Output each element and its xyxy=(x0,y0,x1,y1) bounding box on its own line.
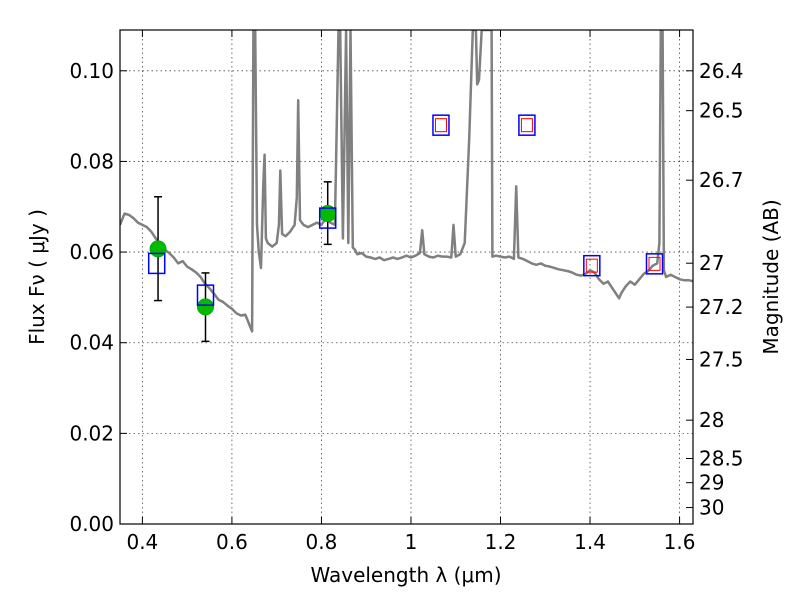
y2-tick-label: 26.7 xyxy=(699,168,744,192)
y-tick-label: 0.06 xyxy=(69,240,114,264)
y2-tick-label: 27.5 xyxy=(699,347,744,371)
spectrum-line xyxy=(120,30,693,333)
y-tick-label: 0.00 xyxy=(69,512,114,536)
predicted-square-marker xyxy=(520,118,533,133)
model-square-marker xyxy=(147,252,166,275)
x-tick-label: 1 xyxy=(405,530,418,554)
y2-tick-label: 27 xyxy=(699,251,724,275)
observed-point xyxy=(197,298,215,316)
plot-frame xyxy=(119,29,694,525)
x-tick-label: 1.6 xyxy=(664,530,696,554)
data-points xyxy=(147,114,664,343)
model-square-marker xyxy=(645,253,664,275)
y2-tick-label: 30 xyxy=(699,496,724,520)
y2-tick-label: 28 xyxy=(699,408,724,432)
predicted-square-marker xyxy=(585,258,598,273)
model-square-marker xyxy=(583,254,601,277)
y-tick-label: 0.08 xyxy=(69,149,114,173)
x-tick-label: 0.4 xyxy=(126,530,158,554)
x-tick-label: 1.4 xyxy=(574,530,606,554)
y2-tick-label: 26.4 xyxy=(699,59,744,83)
x-tick-label: 0.8 xyxy=(306,530,338,554)
model-square-marker xyxy=(196,284,215,306)
y-tick-label: 0.04 xyxy=(69,331,114,355)
y2-tick-label: 26.5 xyxy=(699,99,744,123)
y2-tick-label: 27.2 xyxy=(699,295,744,319)
y-tick-label: 0.02 xyxy=(69,421,114,445)
y2-tick-label: 28.5 xyxy=(699,446,744,470)
model-square-marker xyxy=(318,207,337,229)
predicted-square-marker xyxy=(648,256,661,271)
x-tick-label: 0.6 xyxy=(216,530,248,554)
x-tick-label: 1.2 xyxy=(485,530,517,554)
y2-axis-label: Magnitude (AB) xyxy=(759,199,783,354)
axis-ticks xyxy=(120,30,693,525)
model-square-marker xyxy=(518,114,536,136)
tick-labels: 0.4 0.6 0.8 1 1.2 1.4 1.6 0.00 0.02 0.04 0.06 0.08 0… xyxy=(69,59,743,554)
model-square-marker xyxy=(432,114,450,136)
y-axis-label: Flux Fν ( μJy ) xyxy=(25,209,49,345)
y2-tick-label: 29 xyxy=(699,471,724,495)
observed-point xyxy=(149,240,167,258)
x-axis-label: Wavelength λ (μm) xyxy=(310,563,501,587)
predicted-square-marker xyxy=(434,118,447,133)
y-tick-label: 0.10 xyxy=(69,59,114,83)
model-spectrum xyxy=(120,30,693,333)
